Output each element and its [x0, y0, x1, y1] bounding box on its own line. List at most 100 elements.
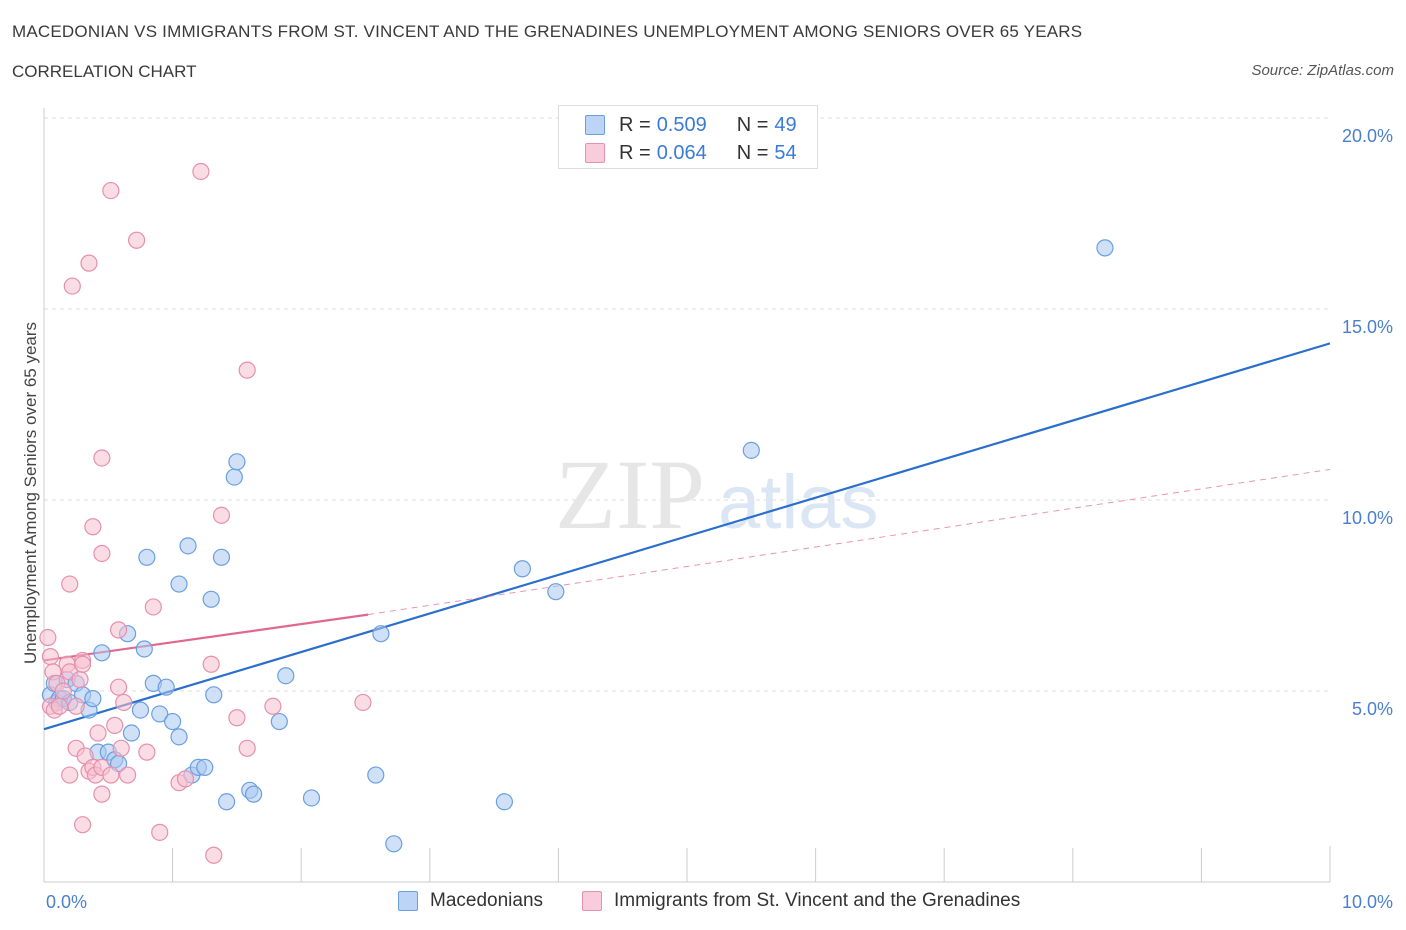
immigrant-point: [73, 816, 92, 834]
legend-swatch-blue: [585, 115, 605, 135]
bottom-legend-swatch-pink: [582, 891, 602, 911]
trend-lines: [43, 342, 1331, 731]
watermark-zip: ZIP: [555, 439, 705, 550]
grid-lines: [44, 117, 1330, 692]
macedonian-point: [495, 793, 513, 811]
y-tick-label: 20.0%: [1342, 126, 1393, 146]
macedonian-point: [218, 793, 236, 811]
immigrant-point: [205, 846, 223, 864]
immigrant-point: [80, 254, 98, 272]
macedonian-point: [179, 537, 197, 555]
legend-n-value: 49: [774, 113, 797, 136]
immigrant-point: [212, 506, 231, 524]
y-tick-label: 15.0%: [1342, 317, 1393, 337]
macedonian-point: [228, 453, 246, 471]
macedonian-trend-line: [43, 342, 1331, 731]
immigrant-point: [61, 575, 79, 593]
immigrant-point: [67, 697, 85, 715]
immigrant-point: [50, 697, 69, 715]
legend-r-value: 0.064: [656, 141, 707, 164]
legend-r-label: R =: [619, 141, 651, 164]
watermark: ZIP atlas: [555, 439, 879, 550]
immigrant-point: [151, 823, 169, 841]
macedonian-point: [372, 625, 390, 643]
macedonian-point: [164, 712, 182, 731]
macedonian-point: [367, 766, 385, 784]
immigrant-point: [192, 162, 210, 181]
immigrant-point: [118, 766, 137, 784]
immigrant-point: [41, 648, 60, 666]
macedonian-point: [302, 789, 321, 807]
tick-labels: 5.0% 10.0% 15.0% 20.0% 0.0% 10.0%: [46, 126, 1393, 912]
macedonian-point: [212, 548, 231, 566]
y-tick-label: 10.0%: [1342, 508, 1393, 528]
macedonian-point: [385, 835, 403, 853]
immigrant-point: [93, 449, 111, 467]
immigrant-point: [176, 770, 195, 788]
data-points: [39, 162, 1114, 864]
macedonian-point: [202, 590, 220, 608]
immigrant-point: [264, 697, 282, 715]
chart-title: MACEDONIAN VS IMMIGRANTS FROM ST. VINCEN…: [12, 22, 1083, 41]
immigrant-point: [102, 766, 120, 784]
macedonian-point: [93, 644, 111, 662]
macedonian-point: [513, 560, 531, 578]
immigrant-point: [127, 231, 146, 249]
legend-row-macedonians: R = 0.509 N = 49: [585, 113, 797, 137]
source-label: Source: ZipAtlas.com: [1251, 62, 1394, 79]
macedonian-point: [205, 686, 223, 704]
macedonian-point: [742, 441, 760, 459]
bottom-legend-label: Immigrants from St. Vincent and the Gren…: [614, 890, 1021, 911]
immigrant-point: [238, 739, 256, 757]
immigrant-point: [39, 628, 57, 647]
macedonian-point: [122, 724, 141, 742]
macedonian-point: [1096, 239, 1114, 257]
macedonian-point: [277, 667, 295, 685]
macedonian-point: [170, 728, 188, 746]
immigrant-point: [73, 655, 92, 673]
legend-r-label: R =: [619, 113, 651, 136]
macedonian-point: [84, 690, 102, 708]
immigrant-point: [138, 743, 156, 761]
bottom-legend-label: Macedonians: [430, 890, 544, 911]
legend-swatch-pink: [585, 143, 605, 163]
bottom-legend-immigrants: Immigrants from St. Vincent and the Gren…: [582, 890, 1020, 912]
macedonian-point: [170, 575, 188, 593]
legend-n-label: N =: [736, 113, 769, 136]
macedonian-point: [131, 701, 150, 719]
immigrant-point: [144, 598, 162, 616]
immigrant-point: [109, 621, 128, 639]
immigrant-point: [54, 682, 72, 700]
macedonian-point: [135, 640, 153, 658]
macedonian-point: [245, 785, 263, 803]
y-axis-title: Unemployment Among Seniors over 65 years: [21, 322, 40, 664]
immigrant-point: [93, 544, 111, 563]
axes: [43, 108, 1331, 883]
macedonian-point: [138, 548, 156, 566]
bottom-legend-macedonians: Macedonians: [398, 890, 543, 912]
immigrant-point: [228, 709, 246, 727]
immigrant-point: [112, 739, 130, 757]
immigrant-point: [102, 181, 120, 200]
macedonian-point: [157, 678, 175, 696]
immigrant-point: [106, 716, 124, 734]
immigrant-trend-extension: [367, 468, 1331, 616]
legend-n-value: 54: [774, 141, 797, 164]
immigrant-point: [84, 518, 102, 536]
immigrant-point: [89, 724, 107, 742]
macedonian-point: [225, 468, 243, 486]
legend-r-value: 0.509: [656, 113, 707, 136]
immigrant-trend-line: [43, 613, 369, 662]
legend-row-immigrants: R = 0.064 N = 54: [585, 141, 797, 165]
macedonian-point: [270, 712, 288, 731]
chart-subtitle: CORRELATION CHART: [12, 62, 197, 81]
immigrant-point: [238, 361, 256, 379]
y-tick-label: 5.0%: [1352, 699, 1393, 719]
immigrant-point: [93, 785, 111, 803]
macedonian-point: [151, 705, 169, 723]
immigrant-point: [71, 670, 89, 689]
macedonian-point: [547, 583, 565, 601]
x-tick-label: 10.0%: [1342, 892, 1393, 912]
stats-legend: R = 0.509 N = 49 R = 0.064 N = 54: [558, 105, 818, 169]
